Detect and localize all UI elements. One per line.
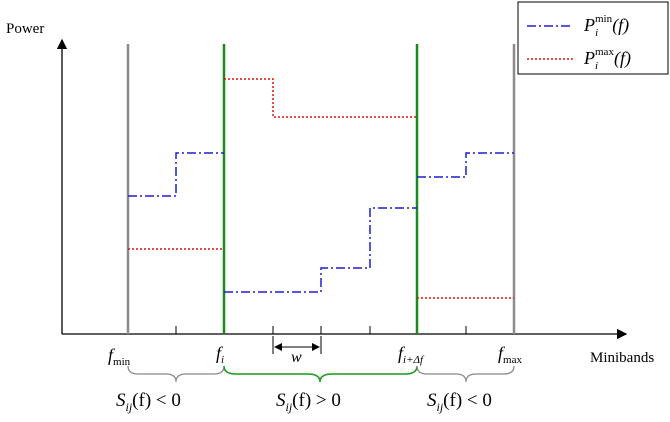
- pmax-curve: [128, 78, 514, 299]
- region-label-left: Sij(f) < 0: [116, 390, 181, 414]
- brace-right: [416, 365, 515, 383]
- fidf-label: fi+Δf: [398, 343, 425, 366]
- pmin-curve: [128, 152, 514, 293]
- w-label: w: [291, 349, 302, 366]
- legend: Pmin i (f) Pmax i (f): [517, 1, 669, 75]
- fmin-label: fmin: [108, 345, 131, 368]
- region-label-middle: Sij(f) > 0: [276, 390, 341, 414]
- brace-left: [127, 365, 225, 383]
- fi-label: fi: [216, 343, 224, 366]
- fmax-label: fmax: [498, 343, 522, 366]
- x-ticks: [175, 326, 467, 334]
- brace-middle: [223, 365, 418, 383]
- legend-pmin-label: Pmin i (f): [583, 13, 629, 39]
- x-axis-label: Minibands: [590, 350, 654, 366]
- region-label-right: Sij(f) < 0: [427, 390, 492, 414]
- y-axis-label: Power: [6, 21, 44, 37]
- legend-pmax-label: Pmax i (f): [583, 46, 631, 72]
